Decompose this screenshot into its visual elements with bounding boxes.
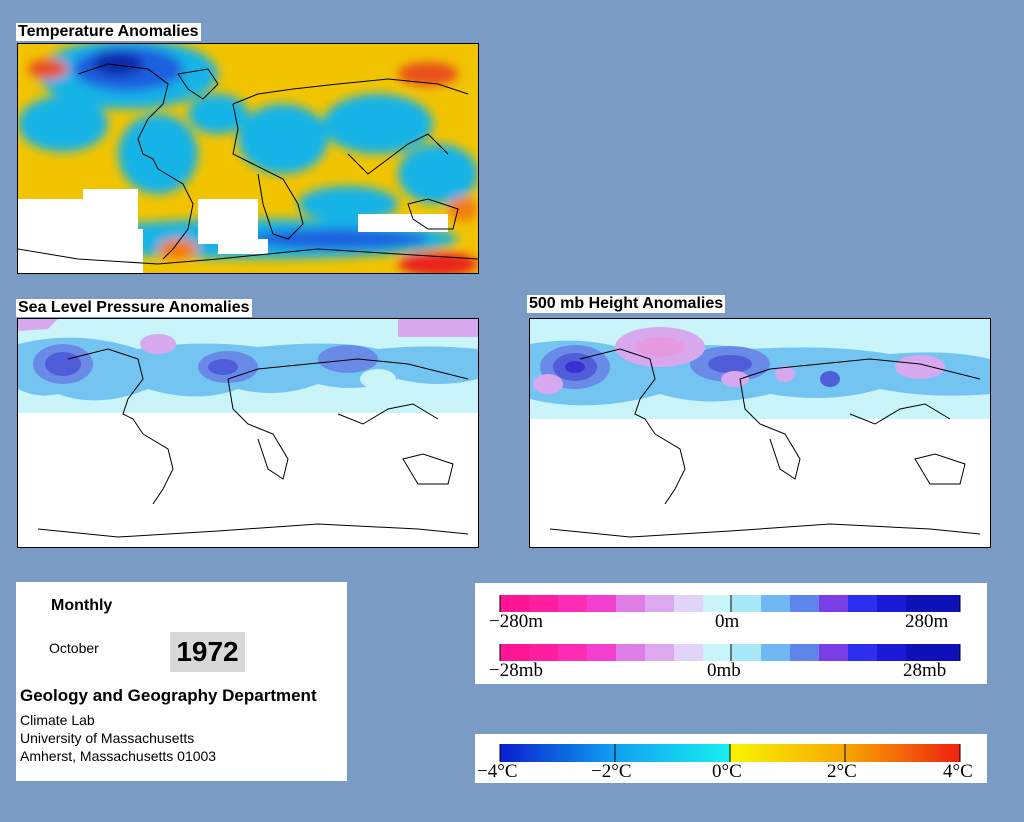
slp-map-title: Sea Level Pressure Anomalies xyxy=(16,299,252,317)
height-max-label: 280m xyxy=(905,611,949,632)
department-label: Geology and Geography Department xyxy=(20,686,317,705)
height-pressure-legend: −280m 0m 280m −28mb 0mb 28mb xyxy=(475,583,987,684)
month-label: October xyxy=(49,640,99,656)
pressure-max-label: 28mb xyxy=(903,660,947,681)
pressure-colorbar xyxy=(499,644,961,661)
temp-label-0: 0°C xyxy=(712,761,742,782)
pressure-mid-label: 0mb xyxy=(707,660,741,681)
lab-label: Climate Lab xyxy=(20,712,95,728)
address-block: Climate Lab University of Massachusetts … xyxy=(20,711,216,765)
temperature-map-title: Temperature Anomalies xyxy=(16,23,201,41)
height-mid-label: 0m xyxy=(715,611,740,632)
university-label: University of Massachusetts xyxy=(20,730,195,746)
temp-label-minus2: −2°C xyxy=(591,761,632,782)
info-panel: Monthly October 1972 Geology and Geograp… xyxy=(16,582,347,781)
temp-label-2: 2°C xyxy=(827,761,857,782)
height-min-label: −280m xyxy=(489,611,543,632)
temperature-legend: −4°C −2°C 0°C 2°C 4°C xyxy=(475,734,987,783)
pressure-min-label: −28mb xyxy=(489,660,543,681)
slp-anomaly-map xyxy=(17,318,479,548)
height-colorbar xyxy=(499,595,961,612)
height-anomaly-map xyxy=(529,318,991,548)
temp-label-minus4: −4°C xyxy=(477,761,518,782)
year-label: 1972 xyxy=(170,632,245,672)
height-map-title: 500 mb Height Anomalies xyxy=(527,295,726,313)
temp-label-4: 4°C xyxy=(943,761,973,782)
period-label: Monthly xyxy=(51,597,113,614)
temperature-anomaly-map xyxy=(17,43,479,274)
city-label: Amherst, Massachusetts 01003 xyxy=(20,748,217,764)
